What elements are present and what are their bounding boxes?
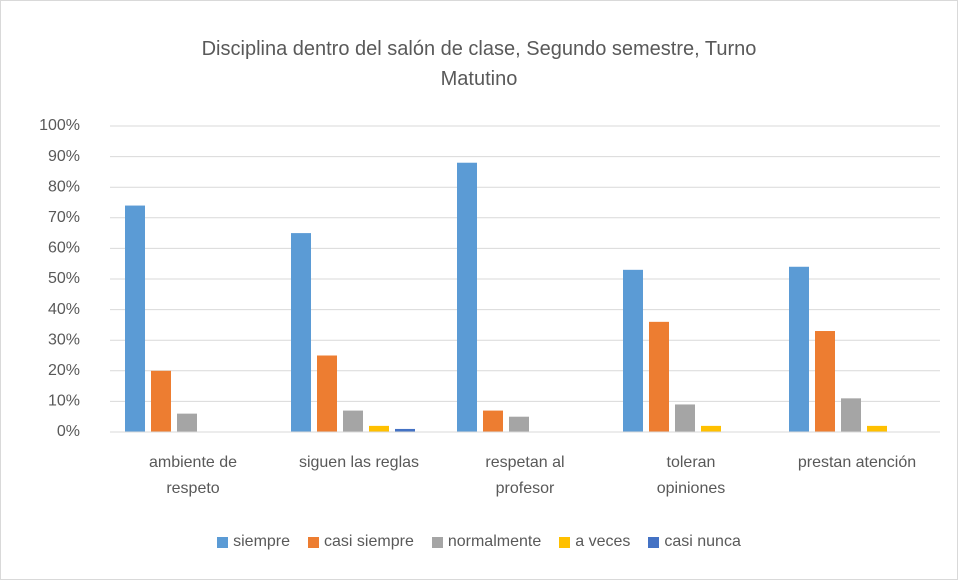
bar xyxy=(623,269,643,432)
legend-label: casi nunca xyxy=(664,533,741,550)
legend-item: normalmente xyxy=(431,533,542,551)
bar xyxy=(789,266,809,432)
bar xyxy=(675,404,695,432)
bar xyxy=(395,428,415,432)
x-tick-label: ambiente de respeto xyxy=(148,454,238,497)
legend-label: normalmente xyxy=(447,533,542,550)
bar xyxy=(343,410,363,432)
bar xyxy=(125,205,145,432)
y-tick-label: 0% xyxy=(57,423,80,440)
y-tick-label: 70% xyxy=(48,209,80,226)
legend-swatch xyxy=(431,536,443,548)
legend-label: a veces xyxy=(575,533,631,550)
x-tick-label: toleran opiniones xyxy=(656,454,726,497)
bar xyxy=(317,355,337,432)
x-tick-label: prestan atención xyxy=(797,454,917,471)
chart-title: Disciplina dentro del salón de clase, Se… xyxy=(201,38,757,90)
legend-item: siempre xyxy=(217,533,290,551)
bar xyxy=(291,233,311,432)
legend-item: casi nunca xyxy=(648,533,741,551)
legend-item: a veces xyxy=(559,533,630,551)
y-tick-label: 40% xyxy=(48,301,80,318)
y-tick-label: 90% xyxy=(48,148,80,165)
legend-swatch xyxy=(559,536,571,548)
bar xyxy=(177,413,197,432)
bar xyxy=(369,425,389,432)
y-tick-label: 100% xyxy=(39,117,80,134)
bar xyxy=(701,425,721,432)
x-tick-label: siguen las reglas xyxy=(298,454,420,471)
x-tick-label: respetan al profesor xyxy=(485,454,565,497)
bar xyxy=(867,425,887,432)
bar xyxy=(649,321,669,432)
y-tick-label: 30% xyxy=(48,331,80,348)
legend-swatch xyxy=(648,536,660,548)
y-tick-label: 80% xyxy=(48,178,80,195)
bar xyxy=(841,398,861,432)
legend-item: casi siempre xyxy=(308,533,414,551)
bar xyxy=(151,370,171,432)
bar xyxy=(457,162,477,432)
bar xyxy=(509,416,529,432)
bar xyxy=(815,331,835,432)
y-tick-label: 10% xyxy=(48,393,80,410)
legend: siempre casi siempre normalmente a veces cas… xyxy=(0,533,958,551)
legend-swatch xyxy=(217,536,229,548)
legend-label: siempre xyxy=(233,533,291,550)
y-tick-label: 50% xyxy=(48,270,80,287)
legend-swatch xyxy=(308,536,320,548)
y-tick-label: 20% xyxy=(48,362,80,379)
bar xyxy=(483,410,503,432)
legend-label: casi siempre xyxy=(324,533,414,550)
y-tick-label: 60% xyxy=(48,240,80,257)
